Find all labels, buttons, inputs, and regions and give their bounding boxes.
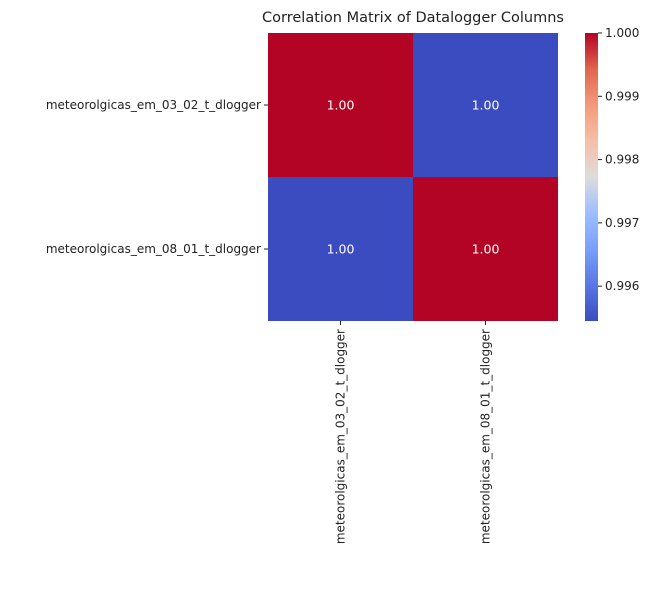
heatmap-cells bbox=[268, 33, 558, 321]
colorbar-tick-label-3: 0.999 bbox=[605, 89, 639, 103]
x-tick-label-1: meteorolgicas_em_08_01_t_dlogger bbox=[479, 329, 493, 544]
y-tick-label-0: meteorolgicas_em_03_02_t_dlogger bbox=[46, 98, 261, 112]
cell-value-label-r1-c0: 1.00 bbox=[327, 242, 355, 257]
chart-title: Correlation Matrix of Datalogger Columns bbox=[262, 10, 564, 26]
heatmap-cell-r1-c0 bbox=[268, 177, 413, 321]
heatmap-cell-r0-c1 bbox=[413, 33, 558, 177]
cell-value-label-r0-c0: 1.00 bbox=[327, 98, 355, 113]
y-axis-ticks: meteorolgicas_em_03_02_t_dlogger meteorol… bbox=[46, 98, 268, 256]
x-axis-ticks: meteorolgicas_em_03_02_t_dlogger meteorol… bbox=[334, 321, 493, 544]
cell-value-label-r1-c1: 1.00 bbox=[472, 242, 500, 257]
cell-value-label-r0-c1: 1.00 bbox=[472, 98, 500, 113]
colorbar-tick-label-1: 0.997 bbox=[605, 216, 639, 230]
colorbar-tick-label-0: 0.996 bbox=[605, 279, 639, 293]
colorbar-tick-label-2: 0.998 bbox=[605, 153, 639, 167]
y-tick-label-1: meteorolgicas_em_08_01_t_dlogger bbox=[46, 242, 261, 256]
x-tick-label-0: meteorolgicas_em_03_02_t_dlogger bbox=[334, 329, 348, 544]
colorbar-ticks: 0.996 0.997 0.998 0.999 1.000 bbox=[598, 26, 639, 293]
heatmap-cell-r0-c0 bbox=[268, 33, 413, 177]
heatmap-cell-r1-c1 bbox=[413, 177, 558, 321]
heatmap-cell-labels: 1.00 1.00 1.00 1.00 bbox=[327, 98, 500, 257]
colorbar bbox=[585, 33, 598, 321]
colorbar-tick-label-4: 1.000 bbox=[605, 26, 639, 40]
